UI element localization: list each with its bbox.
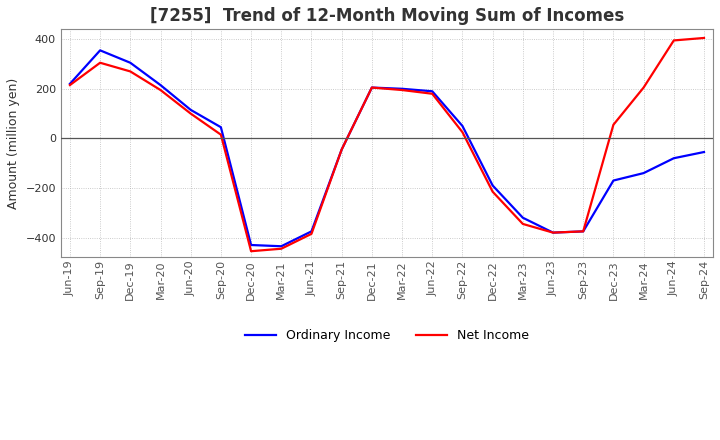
Title: [7255]  Trend of 12-Month Moving Sum of Incomes: [7255] Trend of 12-Month Moving Sum of I… xyxy=(150,7,624,25)
Ordinary Income xyxy=(156,82,165,88)
Ordinary Income xyxy=(186,107,195,113)
Net Income xyxy=(397,88,406,93)
Net Income xyxy=(96,60,104,66)
Legend: Ordinary Income, Net Income: Ordinary Income, Net Income xyxy=(240,324,534,347)
Net Income xyxy=(700,35,708,40)
Ordinary Income xyxy=(700,150,708,155)
Ordinary Income xyxy=(307,229,316,234)
Ordinary Income xyxy=(488,183,497,188)
Net Income xyxy=(217,132,225,137)
Net Income xyxy=(247,249,256,254)
Ordinary Income xyxy=(458,123,467,128)
Net Income xyxy=(639,85,648,90)
Net Income xyxy=(338,147,346,152)
Ordinary Income xyxy=(518,215,527,220)
Net Income xyxy=(488,189,497,194)
Y-axis label: Amount (million yen): Amount (million yen) xyxy=(7,78,20,209)
Net Income xyxy=(518,221,527,227)
Net Income xyxy=(458,129,467,135)
Net Income xyxy=(66,82,74,88)
Net Income xyxy=(549,230,557,235)
Ordinary Income xyxy=(277,244,286,249)
Net Income xyxy=(670,38,678,43)
Ordinary Income xyxy=(217,125,225,130)
Net Income xyxy=(428,91,436,96)
Net Income xyxy=(307,231,316,236)
Ordinary Income xyxy=(338,147,346,152)
Net Income xyxy=(186,111,195,116)
Net Income xyxy=(579,229,588,234)
Net Income xyxy=(156,88,165,93)
Net Income xyxy=(277,246,286,251)
Ordinary Income xyxy=(639,170,648,176)
Ordinary Income xyxy=(609,178,618,183)
Ordinary Income xyxy=(579,229,588,234)
Ordinary Income xyxy=(397,86,406,92)
Ordinary Income xyxy=(670,156,678,161)
Line: Ordinary Income: Ordinary Income xyxy=(70,50,704,246)
Net Income xyxy=(367,85,376,90)
Line: Net Income: Net Income xyxy=(70,38,704,251)
Net Income xyxy=(126,69,135,74)
Ordinary Income xyxy=(126,60,135,66)
Ordinary Income xyxy=(66,81,74,87)
Ordinary Income xyxy=(428,88,436,94)
Ordinary Income xyxy=(367,85,376,90)
Ordinary Income xyxy=(247,242,256,248)
Ordinary Income xyxy=(549,230,557,235)
Net Income xyxy=(609,122,618,128)
Ordinary Income xyxy=(96,48,104,53)
